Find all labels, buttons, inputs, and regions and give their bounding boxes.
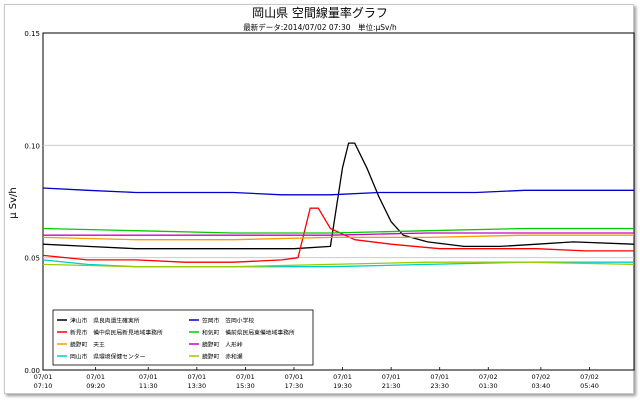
- x-tick-date: 07/02: [580, 373, 599, 381]
- x-tick-date: 07/01: [34, 373, 53, 381]
- y-tick-labels: 0.00 0.05 0.10 0.15: [24, 30, 40, 375]
- legend-label: 和気町 備前県民局東備地域事務所: [202, 329, 295, 337]
- x-tick-time: 19:30: [333, 382, 352, 390]
- legend-box: [52, 309, 314, 366]
- legend-label: 津山市 県良肉還生確実所: [70, 317, 140, 325]
- y-tick-label: 0.05: [24, 255, 40, 263]
- x-tick-time: 07:10: [34, 382, 53, 390]
- series-line-7: [43, 232, 634, 236]
- series-line-3: [42, 234, 634, 241]
- legend-label: 鏡野町 天王: [70, 341, 105, 349]
- x-tick-time: 11:30: [139, 382, 158, 390]
- chart-title: 岡山県 空間線量率グラフ: [252, 5, 388, 20]
- x-tick-time: 09:20: [86, 382, 105, 390]
- x-tick-date: 07/01: [285, 373, 304, 381]
- chart-subtitle: 最新データ:2014/07/02 07:30 単位:μSv/h: [243, 22, 397, 32]
- legend-label: 鏡野町 人形峠: [202, 341, 243, 349]
- legend-label: 新見市 備中県民局新見地域事務所: [70, 329, 163, 337]
- x-tick-date: 07/01: [430, 373, 449, 381]
- legend-label: 岡山市 県環境保健センター: [70, 353, 146, 361]
- x-tick-date: 07/01: [187, 373, 206, 381]
- x-tick-date: 07/01: [139, 373, 158, 381]
- series-line-5: [42, 187, 634, 196]
- y-tick-label: 0.15: [24, 30, 40, 38]
- grid-layer: [43, 144, 634, 259]
- x-tick-time: 17:30: [285, 382, 304, 390]
- legend-label: 鏡野町 赤和瀬: [202, 353, 243, 361]
- series-line-8: [42, 261, 635, 268]
- x-tick-date: 07/01: [86, 373, 105, 381]
- x-tick-date: 07/01: [333, 373, 352, 381]
- x-tick-date: 07/01: [382, 373, 401, 381]
- x-tick-time: 01:30: [479, 382, 498, 390]
- x-tick-time: 23:30: [430, 382, 449, 390]
- x-tick-time: 03:40: [532, 382, 551, 390]
- x-tick-labels: 07/0107:1007/0109:2007/0111:3007/0113:30…: [34, 367, 599, 390]
- y-tick-label: 0.00: [24, 367, 40, 375]
- x-tick-time: 15:30: [236, 382, 255, 390]
- x-tick-date: 07/02: [479, 373, 498, 381]
- y-axis-label: μ Sv/h: [8, 187, 19, 219]
- x-tick-time: 21:30: [382, 382, 401, 390]
- series-line-2: [42, 207, 634, 263]
- legend-label: 笠岡市 笠岡小学校: [202, 317, 254, 325]
- x-tick-time: 13:30: [187, 382, 206, 390]
- y-tick-label: 0.10: [24, 142, 40, 150]
- x-tick-date: 07/01: [236, 373, 255, 381]
- x-tick-time: 05:40: [580, 382, 599, 390]
- x-tick-date: 07/02: [532, 373, 551, 381]
- series-lines: [42, 142, 635, 268]
- series-line-6: [42, 227, 634, 234]
- series-line-1: [42, 142, 635, 250]
